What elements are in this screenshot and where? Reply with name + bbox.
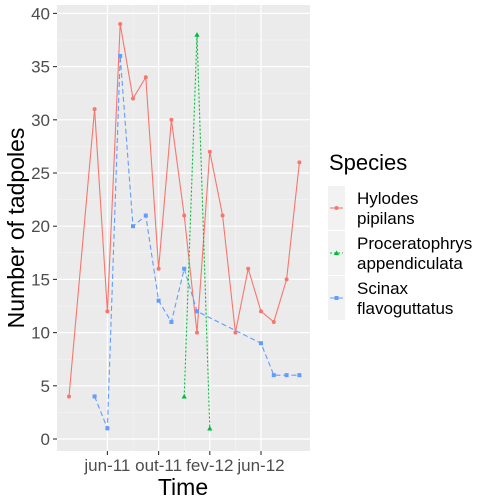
data-point xyxy=(207,425,213,431)
data-point xyxy=(297,160,302,165)
data-point xyxy=(194,32,200,37)
legend: Species HylodespipilansProceratophrysapp… xyxy=(328,150,472,320)
data-point xyxy=(169,117,174,122)
y-tick-label: 15 xyxy=(31,270,50,289)
data-point xyxy=(92,394,97,399)
data-point xyxy=(182,266,187,271)
data-point xyxy=(105,309,110,314)
data-point xyxy=(105,426,110,431)
series-2 xyxy=(181,32,213,431)
data-point xyxy=(131,96,135,101)
y-tick-label: 5 xyxy=(41,377,50,396)
data-point xyxy=(259,341,263,346)
x-axis: jun-11 out-11 fev-12 jun-12 xyxy=(83,451,285,475)
grid-major xyxy=(57,5,310,451)
y-tick-label: 0 xyxy=(41,430,50,449)
y-axis-title: Number of tadpoles xyxy=(3,128,29,329)
data-point xyxy=(143,75,148,80)
legend-label: Scinax xyxy=(357,279,409,298)
y-tick-label: 25 xyxy=(31,164,50,183)
legend-key-marker xyxy=(334,296,339,300)
legend-label: Hylodes xyxy=(357,189,418,208)
series-3 xyxy=(92,53,302,431)
series-1 xyxy=(67,22,302,399)
legend-key-marker xyxy=(334,206,339,210)
data-point xyxy=(195,330,199,335)
legend-key-marker xyxy=(333,250,340,256)
x-tick-label: out-11 xyxy=(135,456,182,475)
data-point xyxy=(118,22,123,27)
y-tick-label: 30 xyxy=(31,111,50,130)
y-tick-label: 20 xyxy=(31,217,50,236)
data-point xyxy=(118,53,123,58)
data-point xyxy=(92,107,97,112)
data-point xyxy=(207,149,212,154)
data-point xyxy=(297,373,302,378)
x-axis-title: Time xyxy=(158,474,208,500)
data-point xyxy=(169,319,174,324)
x-tick-label: fev-12 xyxy=(186,456,233,475)
legend-label: appendiculata xyxy=(357,254,463,273)
data-point xyxy=(143,213,148,218)
data-point xyxy=(156,298,161,303)
data-point xyxy=(195,309,199,314)
y-tick-label: 10 xyxy=(31,324,50,343)
data-point xyxy=(67,394,71,399)
legend-label: pipilans xyxy=(357,209,415,228)
legend-title: Species xyxy=(329,150,407,175)
series-layer xyxy=(67,22,302,431)
data-point xyxy=(220,213,225,218)
data-point xyxy=(271,319,276,324)
data-point xyxy=(271,373,276,378)
data-point xyxy=(131,224,135,229)
legend-label: flavoguttatus xyxy=(357,299,453,318)
series-line xyxy=(68,23,300,397)
data-point xyxy=(284,277,289,282)
data-point xyxy=(182,213,187,218)
panel-background xyxy=(57,5,310,451)
data-point xyxy=(181,393,187,399)
data-point xyxy=(233,330,238,335)
data-point xyxy=(156,266,161,271)
x-tick-label: jun-11 xyxy=(83,456,130,475)
y-tick-label: 40 xyxy=(31,4,50,23)
data-point xyxy=(284,373,289,378)
y-axis: 0 5 10 15 20 25 30 35 40 xyxy=(31,4,57,449)
data-point xyxy=(246,266,251,271)
data-point xyxy=(259,309,263,314)
x-tick-label: jun-12 xyxy=(236,456,284,475)
legend-label: Proceratophrys xyxy=(357,234,472,253)
y-tick-label: 35 xyxy=(31,58,50,77)
